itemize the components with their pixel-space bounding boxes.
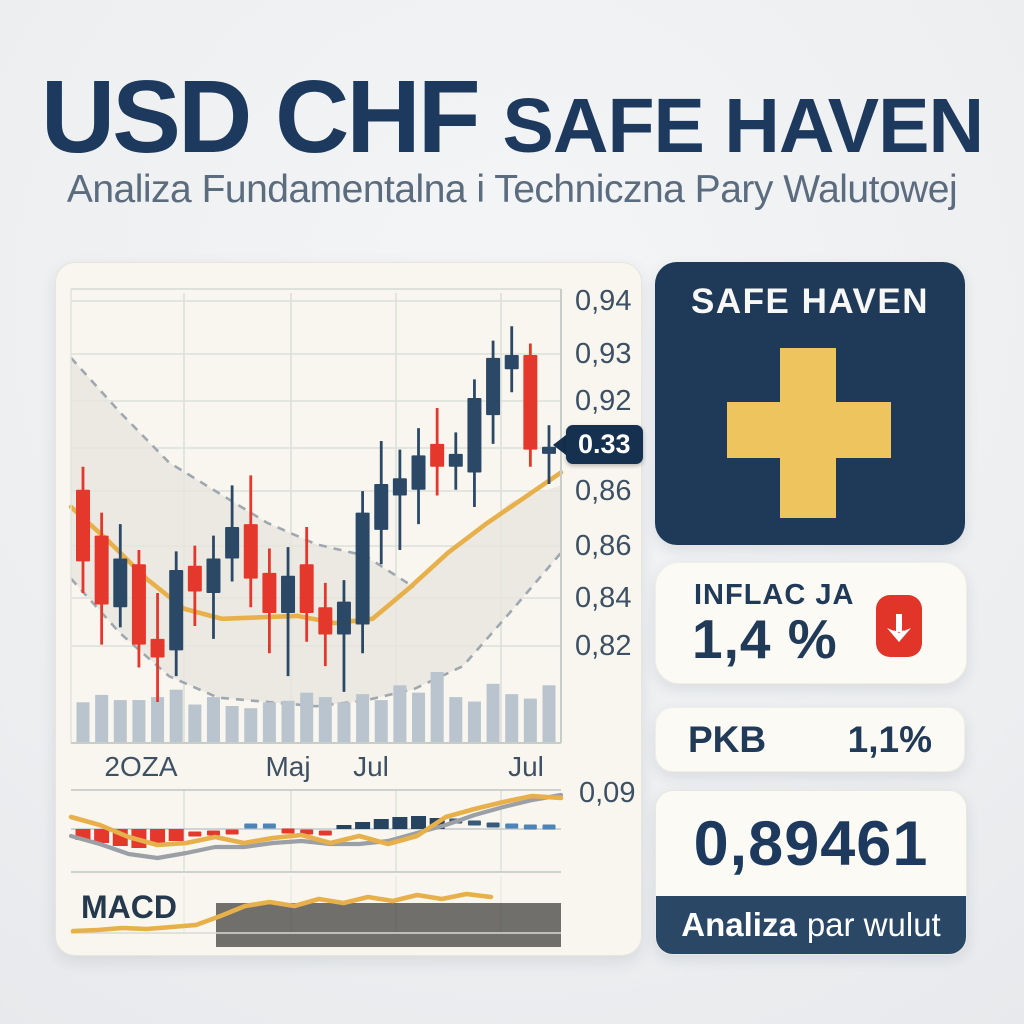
tag-pointer-icon bbox=[553, 434, 566, 455]
chart-card: 0,94 0,93 0,92 0,86 0,86 0,84 0,82 0.33 … bbox=[55, 262, 643, 956]
safe-haven-card: SAFE HAVEN bbox=[655, 262, 965, 545]
x-axis-label: 2OZA bbox=[104, 751, 178, 782]
macd-axis-value: 0,09 bbox=[579, 777, 636, 809]
y-axis-label: 0,92 bbox=[575, 385, 632, 417]
y-axis-label: 0,93 bbox=[575, 338, 632, 370]
safe-haven-label: SAFE HAVEN bbox=[691, 282, 929, 321]
macd-title: MACD bbox=[81, 889, 177, 925]
candlestick-chart bbox=[56, 263, 641, 955]
y-axis-label: 0,84 bbox=[575, 582, 632, 614]
inflation-label: INFLAC JA bbox=[694, 579, 855, 611]
x-axis-label: Maj bbox=[265, 751, 311, 782]
title-pair: USD CHF bbox=[40, 59, 481, 174]
y-axis-label: 0,94 bbox=[575, 285, 632, 317]
price-footer-rest: par wulut bbox=[806, 906, 941, 943]
page-title: USD CHF SAFE HAVEN bbox=[0, 58, 1024, 176]
y-axis-label: 0,82 bbox=[575, 630, 632, 662]
price-footer: Analiza par wulut bbox=[656, 896, 966, 954]
price-footer-bold: Analiza bbox=[681, 906, 797, 943]
last-price-tag: 0.33 bbox=[553, 425, 643, 464]
gdp-value: 1,1% bbox=[847, 718, 932, 760]
y-axis-label: 0,86 bbox=[575, 530, 632, 562]
inflation-card: INFLAC JA 1,4 % bbox=[655, 562, 967, 684]
down-arrow-icon bbox=[876, 595, 922, 657]
price-card: 0,89461 Analiza par wulut bbox=[655, 790, 967, 955]
x-axis-label: Jul bbox=[353, 751, 389, 782]
page-subtitle: Analiza Fundamentalna i Techniczna Pary … bbox=[66, 168, 958, 211]
y-axis-label: 0,86 bbox=[575, 475, 632, 507]
x-axis-label: Jul bbox=[508, 751, 544, 782]
inflation-value: 1,4 % bbox=[692, 608, 838, 670]
gdp-label: PKB bbox=[688, 718, 767, 760]
title-accent bbox=[482, 83, 502, 169]
gdp-card: PKB 1,1% bbox=[655, 707, 965, 772]
price-value: 0,89461 bbox=[693, 808, 929, 879]
title-safe-haven: SAFE HAVEN bbox=[502, 83, 985, 169]
tag-value: 0.33 bbox=[566, 425, 643, 464]
swiss-cross-icon bbox=[655, 262, 965, 545]
